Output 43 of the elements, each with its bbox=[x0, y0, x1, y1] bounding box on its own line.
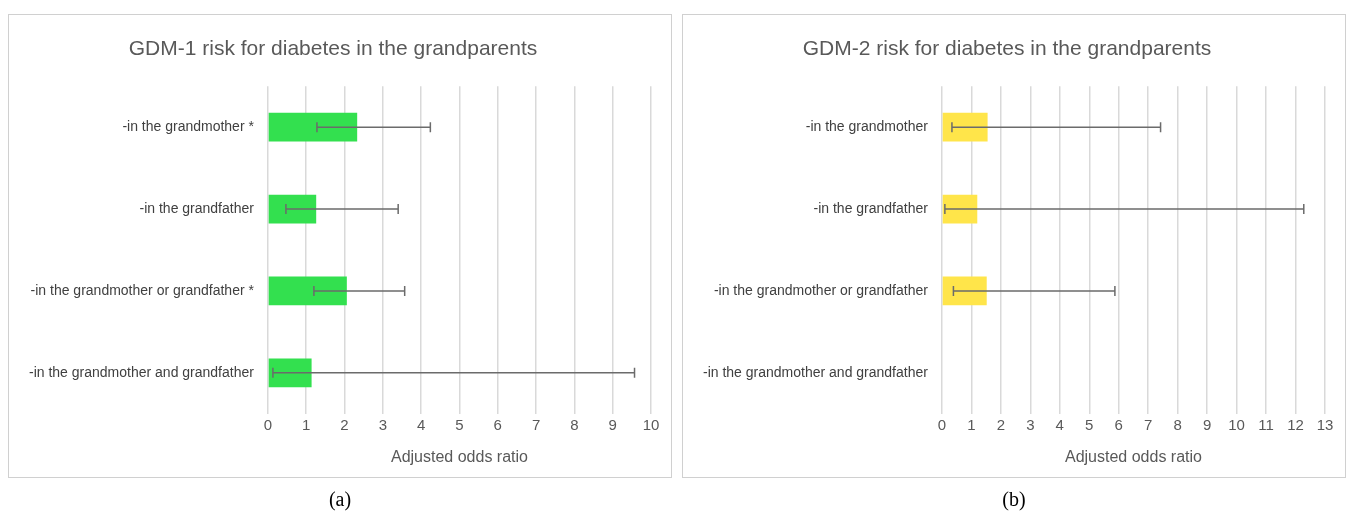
x-tick-label: 6 bbox=[493, 415, 502, 433]
x-tick-label: 2 bbox=[996, 415, 1006, 433]
x-tick-label: 10 bbox=[1228, 415, 1245, 433]
chart-title: GDM-2 risk for diabetes in the grandparents bbox=[802, 36, 1212, 60]
text: (b) bbox=[1001, 488, 1027, 511]
x-tick-label: 0 bbox=[937, 415, 947, 433]
y-tick-label: -in the grandmother or grandfather bbox=[713, 281, 929, 298]
text: (a) bbox=[327, 488, 353, 511]
x-tick-label: 5 bbox=[455, 415, 464, 433]
x-axis-title: Adjusted odds ratio bbox=[390, 447, 529, 465]
x-tick-label: 7 bbox=[531, 415, 541, 433]
y-tick-label: -in the grandmother and grandfather bbox=[702, 363, 929, 380]
y-tick-label: -in the grandfather bbox=[139, 199, 255, 216]
x-tick-label: 7 bbox=[1144, 415, 1153, 433]
x-tick-label: 9 bbox=[1202, 415, 1212, 433]
x-tick-label: 1 bbox=[302, 415, 311, 433]
bar bbox=[268, 194, 317, 224]
x-tick-label: 3 bbox=[378, 415, 388, 433]
x-tick-label: 12 bbox=[1287, 415, 1304, 433]
x-tick-label: 0 bbox=[263, 415, 273, 433]
x-tick-label: 4 bbox=[1055, 415, 1064, 433]
y-tick-label: -in the grandmother * bbox=[122, 118, 255, 135]
x-tick-label: 8 bbox=[1173, 415, 1182, 433]
x-tick-label: 10 bbox=[642, 415, 660, 433]
x-tick-label: 5 bbox=[1085, 415, 1094, 433]
x-tick-label: 6 bbox=[1114, 415, 1123, 433]
x-tick-label: 2 bbox=[340, 415, 349, 433]
x-tick-label: 9 bbox=[608, 415, 617, 433]
bar bbox=[268, 358, 312, 388]
y-tick-label: -in the grandfather bbox=[813, 199, 929, 216]
bar bbox=[268, 276, 347, 306]
y-tick-label: -in the grandmother bbox=[805, 118, 929, 135]
x-tick-label: 3 bbox=[1026, 415, 1035, 433]
bar bbox=[268, 112, 358, 142]
y-tick-label: -in the grandmother or grandfather * bbox=[30, 281, 255, 298]
x-tick-label: 11 bbox=[1258, 415, 1274, 433]
y-tick-label: -in the grandmother and grandfather bbox=[28, 363, 255, 380]
x-tick-label: 1 bbox=[967, 415, 976, 433]
x-tick-label: 4 bbox=[416, 415, 426, 433]
x-axis-title: Adjusted odds ratio bbox=[1064, 447, 1203, 465]
chart-title: GDM-1 risk for diabetes in the grandparents bbox=[128, 36, 538, 60]
x-tick-label: 13 bbox=[1316, 415, 1334, 433]
x-tick-label: 8 bbox=[570, 415, 579, 433]
